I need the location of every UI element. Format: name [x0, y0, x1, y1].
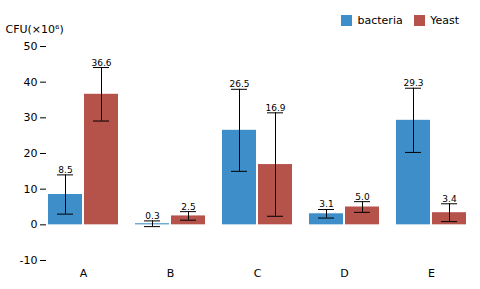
svg-text:C: C: [254, 267, 262, 280]
svg-text:D: D: [340, 267, 348, 280]
svg-text:36.6: 36.6: [91, 58, 111, 68]
svg-text:50: 50: [24, 40, 38, 53]
svg-text:B: B: [167, 267, 175, 280]
svg-text:29.3: 29.3: [403, 78, 423, 88]
svg-text:CFU(×10⁶): CFU(×10⁶): [6, 23, 64, 36]
html-text:bacteria: bacteria: [357, 14, 403, 27]
svg-text:-10: -10: [20, 254, 38, 267]
svg-text:16.9: 16.9: [265, 103, 285, 113]
html-text:Yeast: Yeast: [430, 14, 459, 27]
svg-text:E: E: [428, 267, 435, 280]
svg-text:3.4: 3.4: [442, 194, 457, 204]
svg-text:30: 30: [24, 111, 38, 124]
svg-text:0: 0: [31, 218, 38, 231]
svg-text:0.3: 0.3: [145, 211, 159, 221]
svg-text:3.1: 3.1: [319, 199, 333, 209]
svg-text:26.5: 26.5: [229, 79, 249, 89]
svg-text:8.5: 8.5: [58, 165, 72, 175]
svg-text:5.0: 5.0: [355, 192, 370, 202]
svg-text:2.5: 2.5: [181, 202, 195, 212]
svg-text:A: A: [80, 267, 88, 280]
svg-text:20: 20: [24, 147, 38, 160]
svg-text:40: 40: [24, 76, 38, 89]
svg-text:10: 10: [24, 183, 38, 196]
